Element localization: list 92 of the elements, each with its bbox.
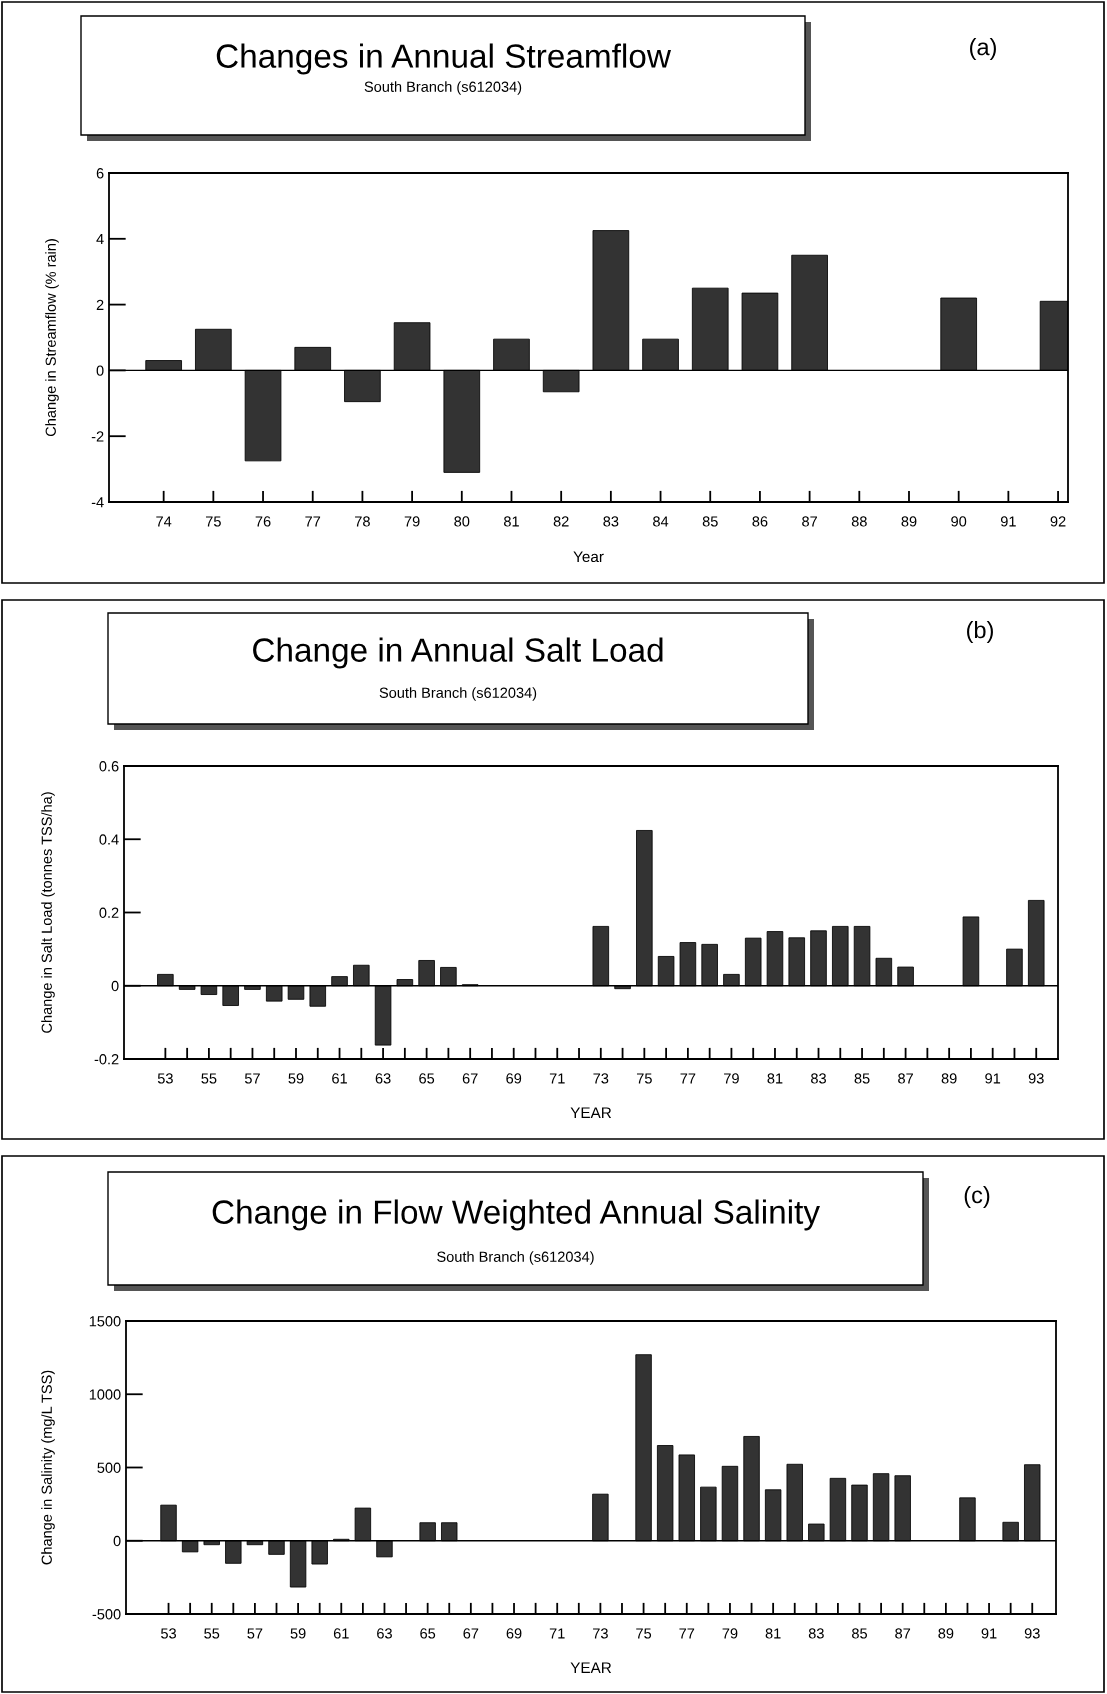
chart-subtitle: South Branch (s612034) bbox=[364, 81, 522, 95]
x-tick-label: 79 bbox=[404, 516, 420, 527]
y-tick-label: 1500 bbox=[89, 1316, 121, 1327]
x-tick-label: 63 bbox=[375, 1073, 391, 1084]
x-tick-label: 75 bbox=[636, 1073, 652, 1084]
x-tick-label: 82 bbox=[553, 516, 569, 527]
x-tick-label: 57 bbox=[244, 1073, 260, 1084]
x-tick-label: 89 bbox=[901, 516, 917, 527]
chart-subtitle: South Branch (s612034) bbox=[437, 1251, 594, 1265]
x-tick-label: 76 bbox=[255, 516, 271, 527]
x-tick-label: 93 bbox=[1024, 1628, 1040, 1639]
y-tick-label: -500 bbox=[92, 1609, 121, 1620]
y-tick-label: 0 bbox=[96, 365, 104, 376]
x-tick-label: 79 bbox=[724, 1073, 739, 1084]
x-tick-label: 93 bbox=[1028, 1073, 1044, 1084]
x-tick-label: 71 bbox=[549, 1628, 565, 1639]
y-tick-label: 0.4 bbox=[99, 834, 119, 845]
y-axis-title: Change in Streamflow (% rain) bbox=[45, 239, 59, 437]
x-tick-label: 91 bbox=[1000, 516, 1016, 527]
x-tick-label: 74 bbox=[156, 516, 172, 527]
x-tick-label: 61 bbox=[333, 1628, 349, 1639]
x-tick-label: 78 bbox=[355, 516, 370, 527]
x-tick-label: 73 bbox=[593, 1073, 609, 1084]
x-tick-label: 69 bbox=[506, 1628, 522, 1639]
x-tick-label: 55 bbox=[204, 1628, 220, 1639]
chart-title: Changes in Annual Streamflow bbox=[216, 43, 672, 75]
x-tick-label: 81 bbox=[504, 516, 519, 527]
x-tick-label: 87 bbox=[898, 1073, 913, 1084]
x-tick-label: 71 bbox=[549, 1073, 565, 1084]
x-tick-label: 91 bbox=[981, 1628, 997, 1639]
x-tick-label: 55 bbox=[201, 1073, 217, 1084]
text: (c) bbox=[964, 1185, 990, 1208]
x-tick-label: 89 bbox=[938, 1628, 954, 1639]
x-tick-label: 90 bbox=[951, 516, 967, 527]
x-tick-label: 67 bbox=[462, 1073, 478, 1084]
x-tick-label: 63 bbox=[377, 1628, 392, 1639]
x-tick-label: 91 bbox=[985, 1073, 1001, 1084]
x-tick-label: 75 bbox=[636, 1628, 652, 1639]
y-tick-label: 4 bbox=[96, 234, 104, 245]
y-tick-label: 1000 bbox=[89, 1389, 121, 1400]
x-tick-label: 73 bbox=[593, 1628, 608, 1639]
x-tick-label: 67 bbox=[463, 1628, 479, 1639]
text: (a) bbox=[970, 38, 996, 60]
x-tick-label: 83 bbox=[603, 516, 619, 527]
x-tick-label: 84 bbox=[653, 516, 669, 527]
x-tick-label: 79 bbox=[722, 1628, 738, 1639]
x-tick-label: 89 bbox=[941, 1073, 957, 1084]
y-tick-label: -0.2 bbox=[94, 1054, 119, 1065]
x-tick-label: 87 bbox=[895, 1628, 911, 1639]
x-tick-label: 65 bbox=[419, 1073, 435, 1084]
chart-title: Change in Annual Salt Load bbox=[253, 637, 663, 669]
y-axis-title: Change in Salinity (mg/L TSS) bbox=[41, 1370, 55, 1565]
x-tick-label: 69 bbox=[506, 1073, 522, 1084]
x-axis-title: YEAR bbox=[570, 1662, 612, 1673]
x-tick-label: 61 bbox=[332, 1073, 347, 1084]
x-tick-label: 53 bbox=[161, 1628, 177, 1639]
x-axis-title: YEAR bbox=[570, 1107, 612, 1118]
x-tick-label: 83 bbox=[808, 1628, 824, 1639]
x-tick-label: 75 bbox=[205, 516, 221, 527]
x-tick-label: 80 bbox=[454, 516, 470, 527]
x-tick-label: 53 bbox=[157, 1073, 173, 1084]
x-tick-label: 85 bbox=[852, 1628, 868, 1639]
x-tick-label: 83 bbox=[811, 1073, 826, 1084]
x-tick-label: 57 bbox=[247, 1628, 263, 1639]
x-tick-label: 81 bbox=[765, 1628, 781, 1639]
x-tick-label: 81 bbox=[767, 1073, 783, 1084]
x-tick-label: 92 bbox=[1050, 516, 1066, 527]
y-tick-label: -4 bbox=[91, 497, 104, 508]
y-tick-label: 0.6 bbox=[99, 761, 119, 772]
x-tick-label: 77 bbox=[305, 516, 321, 527]
y-tick-label: 2 bbox=[96, 299, 104, 310]
y-tick-label: 0.2 bbox=[99, 907, 119, 918]
text: (b) bbox=[967, 620, 993, 643]
x-tick-label: 65 bbox=[420, 1628, 436, 1639]
x-tick-label: 59 bbox=[288, 1073, 304, 1084]
x-tick-label: 59 bbox=[290, 1628, 306, 1639]
y-tick-label: 6 bbox=[96, 168, 104, 179]
x-tick-label: 85 bbox=[702, 516, 718, 527]
x-axis-title: Year bbox=[573, 551, 604, 563]
x-tick-label: 85 bbox=[854, 1073, 870, 1084]
chart-subtitle: South Branch (s612034) bbox=[379, 687, 537, 701]
y-axis-title: Change in Salt Load (tonnes TSS/ha) bbox=[41, 792, 55, 1033]
y-tick-label: 0 bbox=[113, 1535, 121, 1547]
x-tick-label: 77 bbox=[680, 1073, 696, 1084]
x-tick-label: 87 bbox=[802, 516, 817, 527]
x-tick-label: 86 bbox=[752, 516, 768, 527]
y-tick-label: 0 bbox=[111, 980, 119, 992]
chart-title: Change in Flow Weighted Annual Salinity bbox=[212, 1199, 820, 1231]
y-tick-label: 500 bbox=[97, 1462, 121, 1473]
x-tick-label: 88 bbox=[851, 516, 867, 527]
y-tick-label: -2 bbox=[91, 431, 104, 442]
x-tick-label: 77 bbox=[679, 1628, 695, 1639]
